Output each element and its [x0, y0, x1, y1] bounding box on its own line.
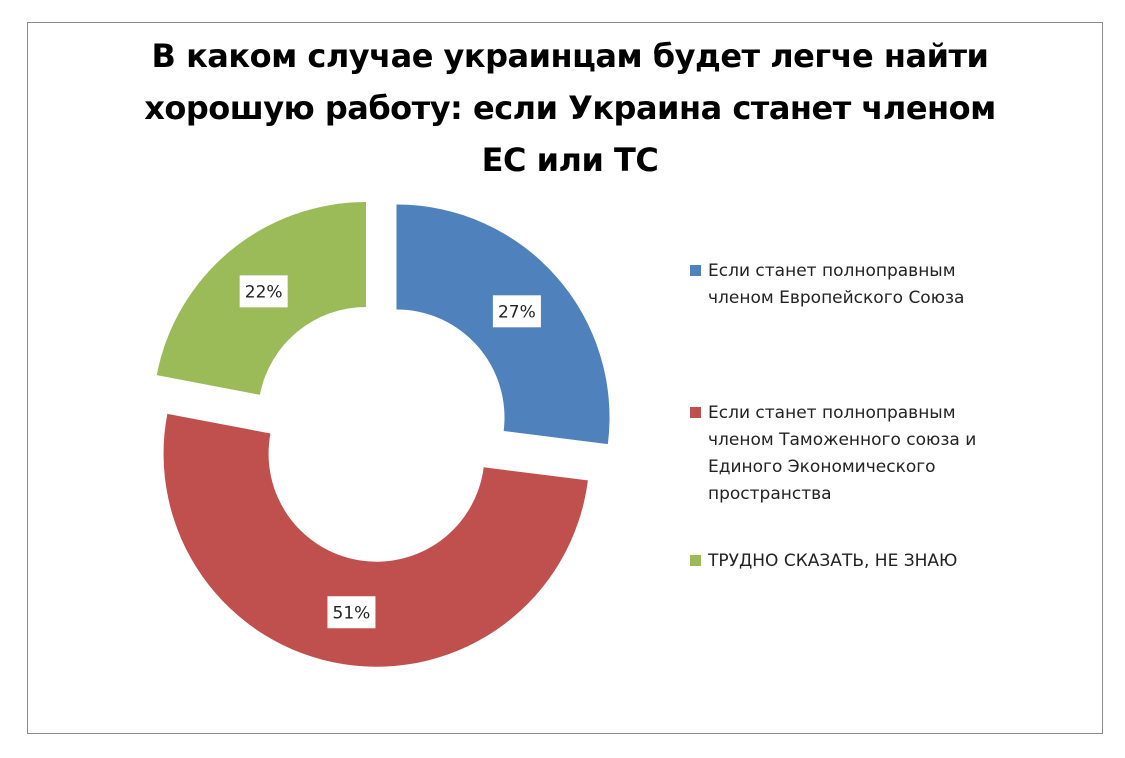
data-label-text: 51%: [333, 603, 371, 623]
data-label-customs-union: 51%: [327, 596, 376, 629]
legend-item-customs-union: Если станет полноправным членом Таможенн…: [690, 400, 1020, 508]
legend-label-dont-know: ТРУДНО СКАЗАТЬ, НЕ ЗНАЮ: [708, 551, 958, 571]
data-label-text: 27%: [498, 302, 536, 322]
chart-title: В каком случае украинцам будет легче най…: [144, 37, 996, 179]
legend-label-eu: Если станет полноправным членом Европейс…: [708, 261, 965, 308]
data-label-eu: 27%: [492, 295, 541, 328]
data-label-box: [492, 295, 541, 328]
legend-item-dont-know: ТРУДНО СКАЗАТЬ, НЕ ЗНАЮ: [690, 548, 1020, 575]
data-label-box: [327, 596, 376, 629]
data-label-text: 22%: [245, 282, 283, 302]
legend-item-eu: Если станет полноправным членом Европейс…: [690, 258, 1020, 312]
legend-label-customs-union: Если станет полноправным членом Таможенн…: [708, 403, 977, 504]
legend-swatch-dont-know: [690, 555, 701, 566]
data-label-dont-know: 22%: [239, 275, 288, 308]
slice-customs-union: [163, 413, 588, 667]
legend-swatch-customs-union: [690, 407, 701, 418]
legend-swatch-eu: [690, 265, 701, 276]
data-label-box: [239, 275, 288, 308]
